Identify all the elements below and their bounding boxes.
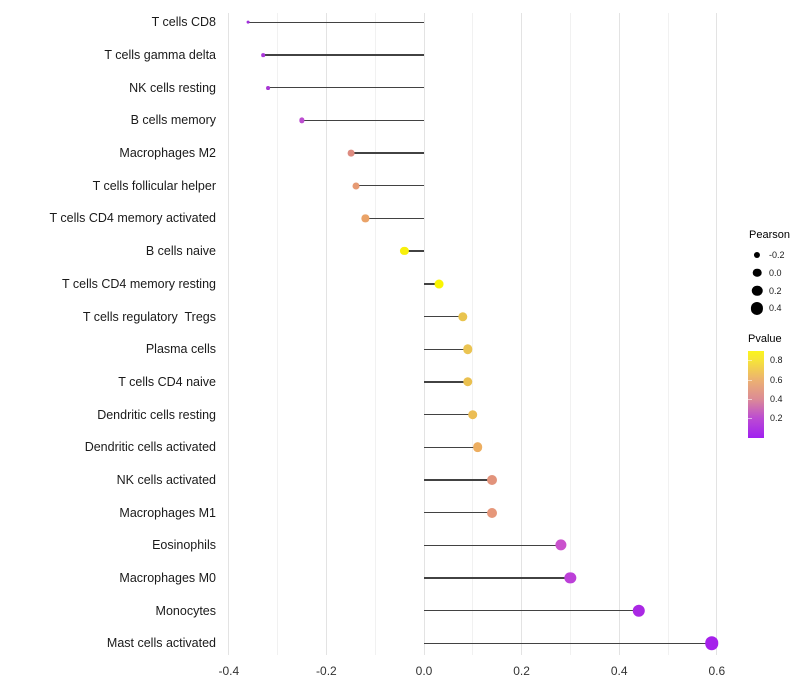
y-axis-label: Plasma cells xyxy=(145,342,216,357)
x-tick-label: -0.4 xyxy=(218,664,240,678)
y-axis-label: T cells CD4 naive xyxy=(118,374,216,389)
minor-grid-line xyxy=(277,13,279,655)
lollipop-dot xyxy=(468,409,478,420)
y-axis-label: Macrophages M0 xyxy=(119,570,216,585)
minor-grid-line xyxy=(667,13,669,655)
x-tick-label: -0.2 xyxy=(316,664,337,678)
lollipop-dot xyxy=(555,539,567,551)
lollipop-dot xyxy=(463,377,473,387)
y-axis-label: B cells memory xyxy=(130,113,216,128)
lollipop-stem xyxy=(424,348,468,350)
size-legend-label: 0.2 xyxy=(769,285,782,296)
lollipop-stem xyxy=(424,511,493,514)
colorbar-tick-label: 0.6 xyxy=(770,374,783,385)
pvalue-colorbar xyxy=(748,351,764,438)
lollipop-dot xyxy=(564,572,577,584)
minor-grid-line xyxy=(472,13,474,655)
lollipop-stem xyxy=(424,315,464,318)
minor-grid-line xyxy=(374,13,376,655)
size-legend-dot xyxy=(753,251,761,259)
lollipop-dot xyxy=(352,182,360,190)
lollipop-dot xyxy=(434,279,444,289)
colorbar-tick xyxy=(748,379,752,381)
y-axis-label: Monocytes xyxy=(155,603,216,618)
y-axis-label: T cells CD4 memory activated xyxy=(49,211,217,226)
lollipop-stem xyxy=(355,185,424,187)
y-axis-label: T cells CD4 memory resting xyxy=(62,276,216,291)
lollipop-dot xyxy=(265,85,270,90)
y-axis-label: NK cells resting xyxy=(129,80,216,95)
y-axis-label: Dendritic cells resting xyxy=(97,407,216,422)
size-legend-dot xyxy=(752,268,762,278)
major-grid-line xyxy=(423,13,425,655)
size-legend-dot xyxy=(751,285,763,296)
lollipop-dot xyxy=(463,344,473,354)
lollipop-stem xyxy=(424,544,561,546)
x-tick-label: 0.0 xyxy=(415,664,433,678)
y-axis-label: Eosinophils xyxy=(152,538,216,553)
lollipop-dot xyxy=(487,474,498,485)
colorbar-tick xyxy=(748,360,752,362)
lollipop-stem xyxy=(424,609,639,612)
lollipop-stem xyxy=(267,87,424,89)
major-grid-line xyxy=(521,13,523,655)
minor-grid-line xyxy=(569,13,571,655)
color-legend-title: Pvalue xyxy=(748,333,782,345)
lollipop-dot xyxy=(458,311,468,322)
lollipop-stem xyxy=(262,54,424,56)
size-legend-label: 0.0 xyxy=(769,267,782,278)
lollipop-dot xyxy=(705,636,719,651)
lollipop-stem xyxy=(424,577,571,579)
lollipop-dot xyxy=(361,214,370,223)
y-axis-label: Macrophages M2 xyxy=(119,146,216,161)
size-legend-label: -0.2 xyxy=(769,250,785,260)
lollipop-stem xyxy=(424,446,478,448)
x-tick-label: 0.4 xyxy=(610,664,628,678)
lollipop-stem xyxy=(365,217,424,220)
colorbar-tick-label: 0.4 xyxy=(770,394,783,405)
x-tick-label: 0.6 xyxy=(708,664,726,678)
y-axis-label: T cells CD8 xyxy=(151,15,216,30)
size-legend-dot xyxy=(750,302,764,315)
major-grid-line xyxy=(618,13,620,655)
y-axis-label: B cells naive xyxy=(145,244,216,259)
colorbar-tick-label: 0.2 xyxy=(770,412,783,423)
y-axis-label: Dendritic cells activated xyxy=(84,440,216,455)
colorbar-tick xyxy=(748,399,752,401)
y-axis-label: T cells regulatory Tregs xyxy=(82,309,216,324)
lollipop-dot xyxy=(246,20,250,24)
major-grid-line xyxy=(228,13,230,655)
lollipop-dot xyxy=(400,247,409,256)
lollipop-stem xyxy=(248,21,424,24)
lollipop-stem xyxy=(424,381,468,383)
x-tick-label: 0.2 xyxy=(513,664,530,678)
lollipop-dot xyxy=(347,149,355,157)
y-axis-label: NK cells activated xyxy=(116,472,216,487)
y-axis-label: T cells gamma delta xyxy=(104,48,216,63)
lollipop-dot xyxy=(299,117,305,124)
lollipop-stem xyxy=(404,250,424,252)
colorbar-tick xyxy=(748,417,752,419)
lollipop-stem xyxy=(424,283,439,285)
y-axis-label: T cells follicular helper xyxy=(92,178,216,193)
lollipop-dot xyxy=(472,442,483,453)
y-axis-label: Mast cells activated xyxy=(106,636,216,651)
major-grid-line xyxy=(325,13,327,655)
lollipop-dot xyxy=(632,604,645,617)
lollipop-stem xyxy=(424,642,712,644)
major-grid-line xyxy=(716,13,718,655)
size-legend-label: 0.4 xyxy=(769,303,782,314)
lollipop-stem xyxy=(302,119,424,122)
lollipop-stem xyxy=(350,152,424,154)
size-legend-title: Pearson xyxy=(749,229,790,241)
lollipop-stem xyxy=(424,479,493,481)
lollipop-stem xyxy=(424,413,473,416)
lollipop-dot xyxy=(261,53,265,57)
lollipop-dot xyxy=(487,507,498,518)
y-axis-label: Macrophages M1 xyxy=(119,505,216,520)
colorbar-tick-label: 0.8 xyxy=(770,355,783,366)
